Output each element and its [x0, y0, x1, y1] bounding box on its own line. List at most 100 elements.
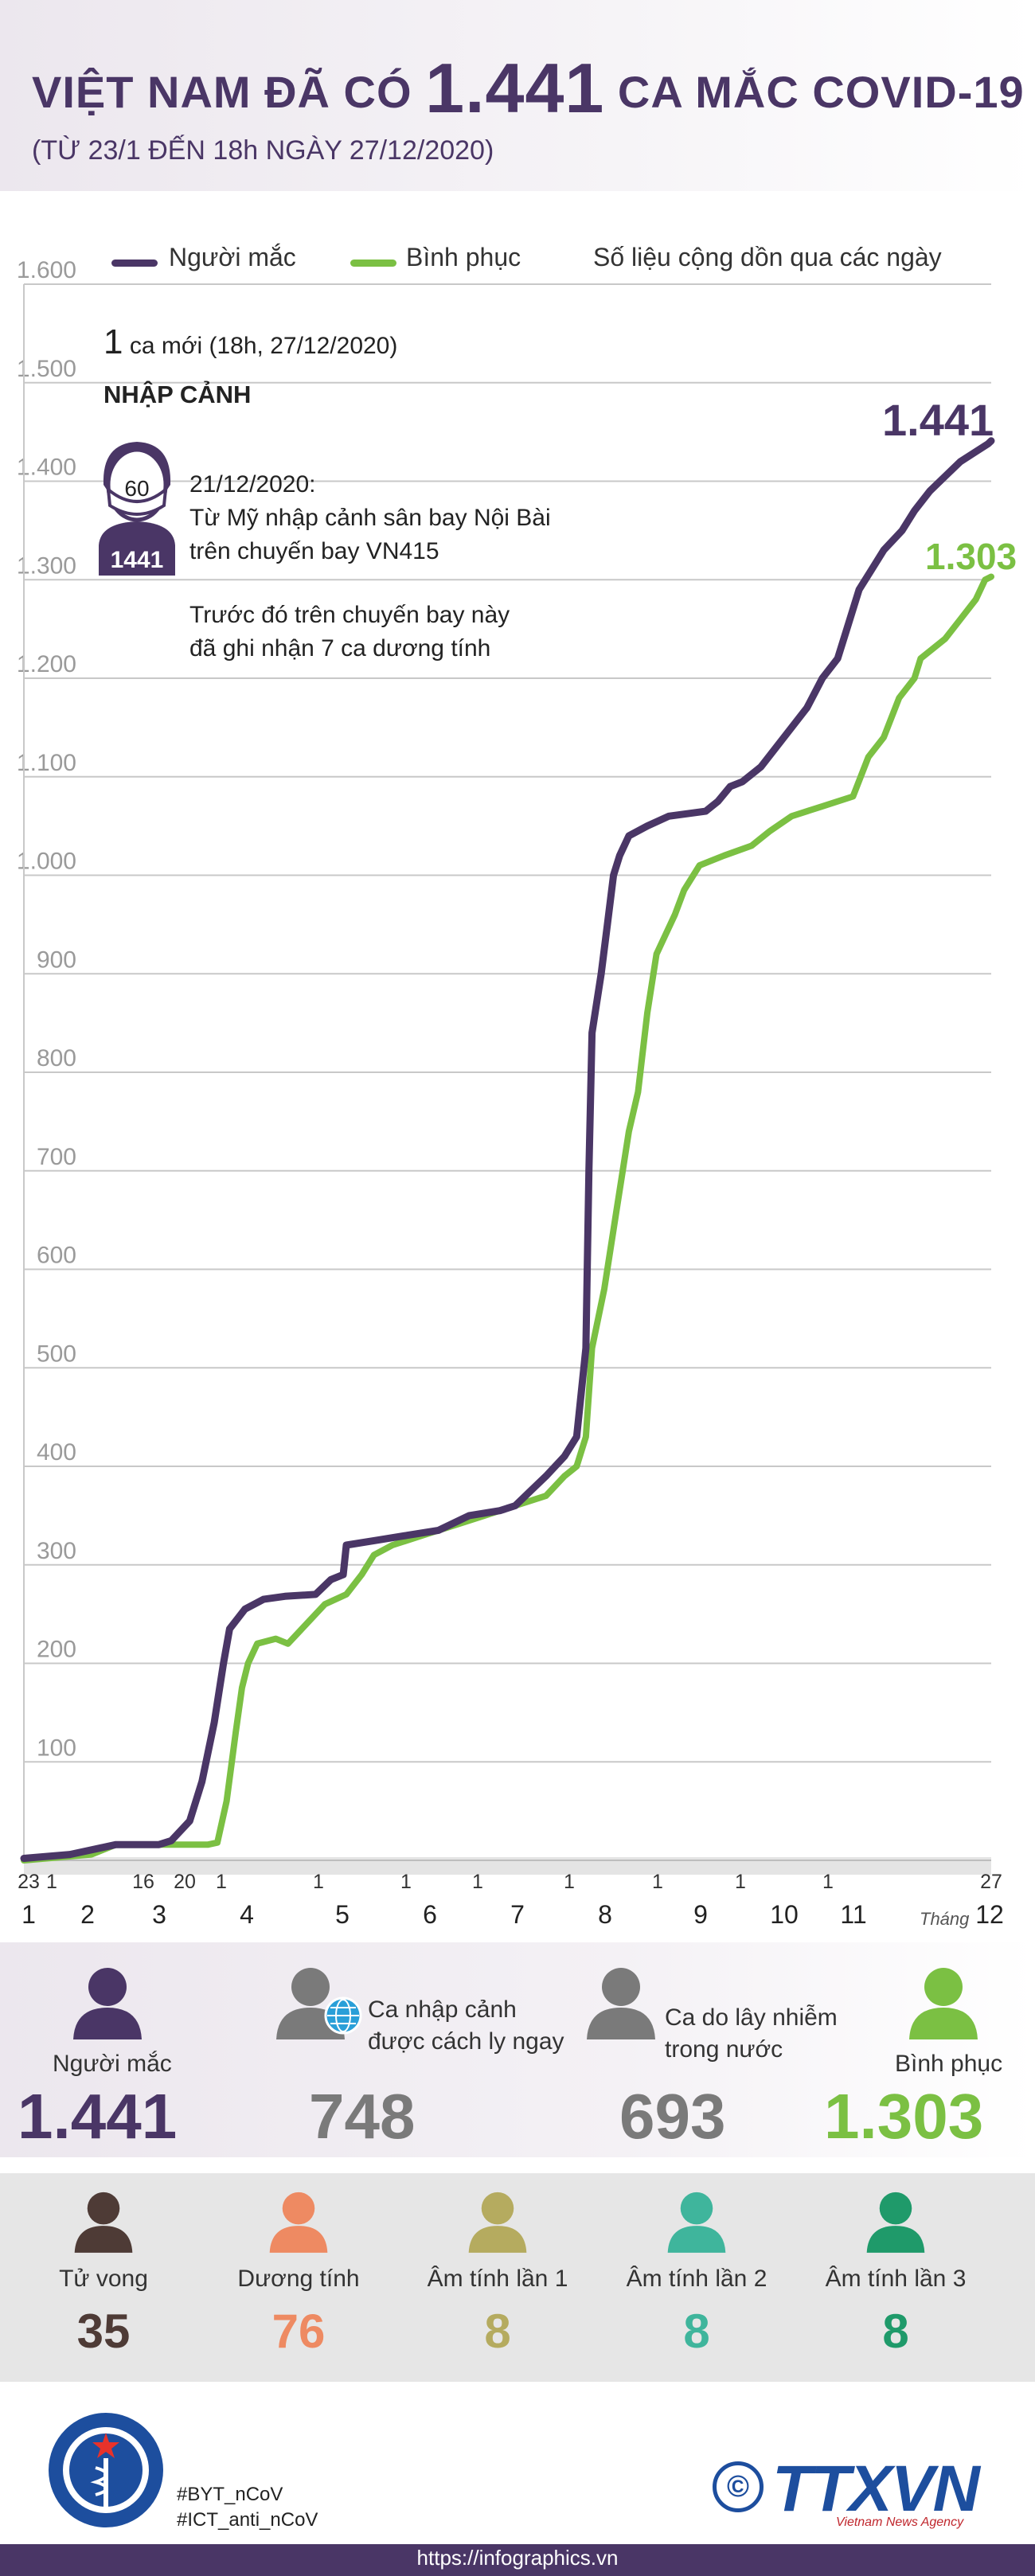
title-part1: VIỆT NAM ĐÃ CÓ [32, 67, 412, 117]
stat-imported-value: 748 [309, 2081, 416, 2152]
end-label-recovered: 1.303 [925, 536, 1017, 577]
y-tick-label: 800 [37, 1045, 76, 1071]
page-subtitle: (TỪ 23/1 ĐẾN 18h NGÀY 27/12/2020) [32, 135, 494, 166]
x-tick-layer: 23 1 16 20 1 1 1 1 1 1 1 1 271 2 3 4 5 6 7 8 9 10 11 12 [18, 1871, 1004, 1929]
page-title: VIỆT NAM ĐÃ CÓ 1.441 CA MẮC COVID-19 [32, 48, 1025, 129]
negative-2-person-icon [667, 2192, 726, 2253]
negative-3-person-icon [866, 2192, 925, 2253]
negative-1-label: Âm tính lần 1 [427, 2266, 568, 2292]
negative-2-label: Âm tính lần 2 [626, 2266, 767, 2292]
x-month-tick-label: 7 [510, 1900, 525, 1929]
header-band [0, 0, 1035, 191]
y-tick-label: 700 [37, 1144, 76, 1170]
patient-icon: 60 1441 [94, 434, 180, 576]
x-month-tick-label: 4 [240, 1900, 254, 1929]
title-part2: CA MẮC COVID-19 [617, 67, 1025, 117]
stat-recovered-value: 1.303 [824, 2081, 984, 2152]
negative-3-label: Âm tính lần 3 [825, 2266, 967, 2292]
y-tick-label: 1.400 [17, 455, 76, 481]
x-month-tick-label: 1 [21, 1900, 36, 1929]
y-tick-label: 1.100 [17, 750, 76, 776]
recovered-person-icon [909, 1968, 978, 2039]
ttxvn-logo: TTXVN [772, 2453, 980, 2525]
stat-imported-label-line1: Ca nhập cảnh [368, 1996, 517, 2023]
x-axis-band [24, 1857, 991, 1875]
death-value: 35 [76, 2305, 131, 2358]
stat-infected-value: 1.441 [18, 2081, 178, 2152]
x-day-tick-label: 1 [472, 1871, 483, 1893]
stat-recovered-label: Bình phục [895, 2051, 1003, 2077]
y-tick-label: 600 [37, 1243, 76, 1269]
x-day-tick-label: 1 [46, 1871, 57, 1893]
x-month-tick-label: 8 [598, 1900, 612, 1929]
death-person-icon [74, 2192, 133, 2253]
y-tick-layer: 100 200 300 400 500 600 700 800 900 1.000 1.100 1.2… [17, 257, 76, 1761]
case-line2: Từ Mỹ nhập cảnh sân bay Nội Bài [189, 505, 551, 531]
stat-imported-label: Ca nhập cảnh được cách ly ngay [368, 1994, 564, 2058]
x-month-tick-label: 10 [770, 1900, 799, 1929]
negative-1-person-icon [468, 2192, 527, 2253]
legend-infected-swatch [111, 260, 158, 267]
x-month-tick-label: 5 [335, 1900, 350, 1929]
x-day-tick-label: 27 [980, 1871, 1002, 1893]
negative-3-value: 8 [882, 2305, 909, 2358]
patient-id: 1441 [111, 547, 164, 573]
new-cases-text: ca mới (18h, 27/12/2020) [129, 333, 398, 359]
legend-recovered-label: Bình phục [406, 243, 521, 271]
positive-person-icon [269, 2192, 328, 2253]
y-tick-label: 1.200 [17, 651, 76, 677]
new-cases-note: 1 ca mới (18h, 27/12/2020) [104, 322, 397, 362]
footer-url[interactable]: https://infographics.vn [416, 2546, 619, 2570]
legend-note: Số liệu cộng dồn qua các ngày [593, 243, 942, 271]
x-month-tick-label: 9 [693, 1900, 708, 1929]
footer-bar [0, 2544, 1035, 2576]
x-month-tick-label: 3 [152, 1900, 166, 1929]
case-line3: trên chuyến bay VN415 [189, 538, 439, 564]
x-day-tick-label: 23 [18, 1871, 40, 1893]
x-day-tick-label: 20 [174, 1871, 196, 1893]
x-month-tick-label: 6 [423, 1900, 437, 1929]
x-month-tick-label: 11 [840, 1900, 866, 1929]
stat-domestic-value: 693 [619, 2081, 726, 2152]
infected-person-icon [73, 1968, 142, 2039]
imported-case-icon [276, 1968, 362, 2039]
case-note: 21/12/2020: Từ Mỹ nhập cảnh sân bay Nội … [189, 468, 603, 568]
series-infected-line [20, 437, 995, 1862]
case-category-label: NHẬP CẢNH [104, 381, 252, 408]
baseline-layer [23, 284, 991, 1875]
legend-recovered-swatch [350, 260, 396, 267]
prior-line1: Trước đó trên chuyến bay này [189, 602, 510, 628]
y-tick-label: 900 [37, 946, 76, 973]
x-day-tick-label: 1 [400, 1871, 412, 1893]
x-month-tick-label: 2 [80, 1900, 95, 1929]
stat-imported-label-line2: được cách ly ngay [368, 2028, 564, 2055]
grid-layer [24, 283, 991, 1763]
ministry-of-health-logo [49, 2413, 163, 2527]
legend-infected-label: Người mắc [169, 243, 296, 271]
stat-domestic-label-line2: trong nước [665, 2036, 783, 2063]
y-tick-label: 1.600 [17, 257, 76, 283]
x-day-tick-label: 1 [564, 1871, 575, 1893]
x-day-tick-label: 1 [313, 1871, 324, 1893]
x-day-tick-label: 1 [652, 1871, 663, 1893]
positive-value: 76 [271, 2305, 326, 2358]
y-tick-label: 200 [37, 1637, 76, 1663]
y-tick-label: 1.000 [17, 849, 76, 875]
series-layer [20, 437, 995, 1864]
end-label-infected: 1.441 [882, 395, 994, 445]
positive-label: Dương tính [237, 2266, 360, 2292]
stat-domestic-label-line1: Ca do lây nhiễm [665, 2004, 838, 2031]
ttxvn-subtitle: Vietnam News Agency [836, 2516, 964, 2529]
hashtag-ict: #ICT_anti_nCoV [177, 2509, 318, 2531]
x-day-tick-label: 1 [822, 1871, 834, 1893]
case-line1: 21/12/2020: [189, 471, 316, 498]
y-tick-label: 500 [37, 1341, 76, 1367]
y-tick-label: 1.500 [17, 356, 76, 382]
cumulative-cases-chart: 100 200 300 400 500 600 700 800 900 1.000 1.100 1.2… [17, 257, 1004, 1929]
series-recovered-line [21, 573, 994, 1864]
prior-note: Trước đó trên chuyến bay này đã ghi nhận… [189, 599, 603, 665]
hashtag-byt: #BYT_nCoV [177, 2484, 283, 2505]
y-tick-label: 300 [37, 1538, 76, 1564]
x-day-tick-label: 16 [132, 1871, 154, 1893]
y-tick-label: 400 [37, 1439, 76, 1466]
